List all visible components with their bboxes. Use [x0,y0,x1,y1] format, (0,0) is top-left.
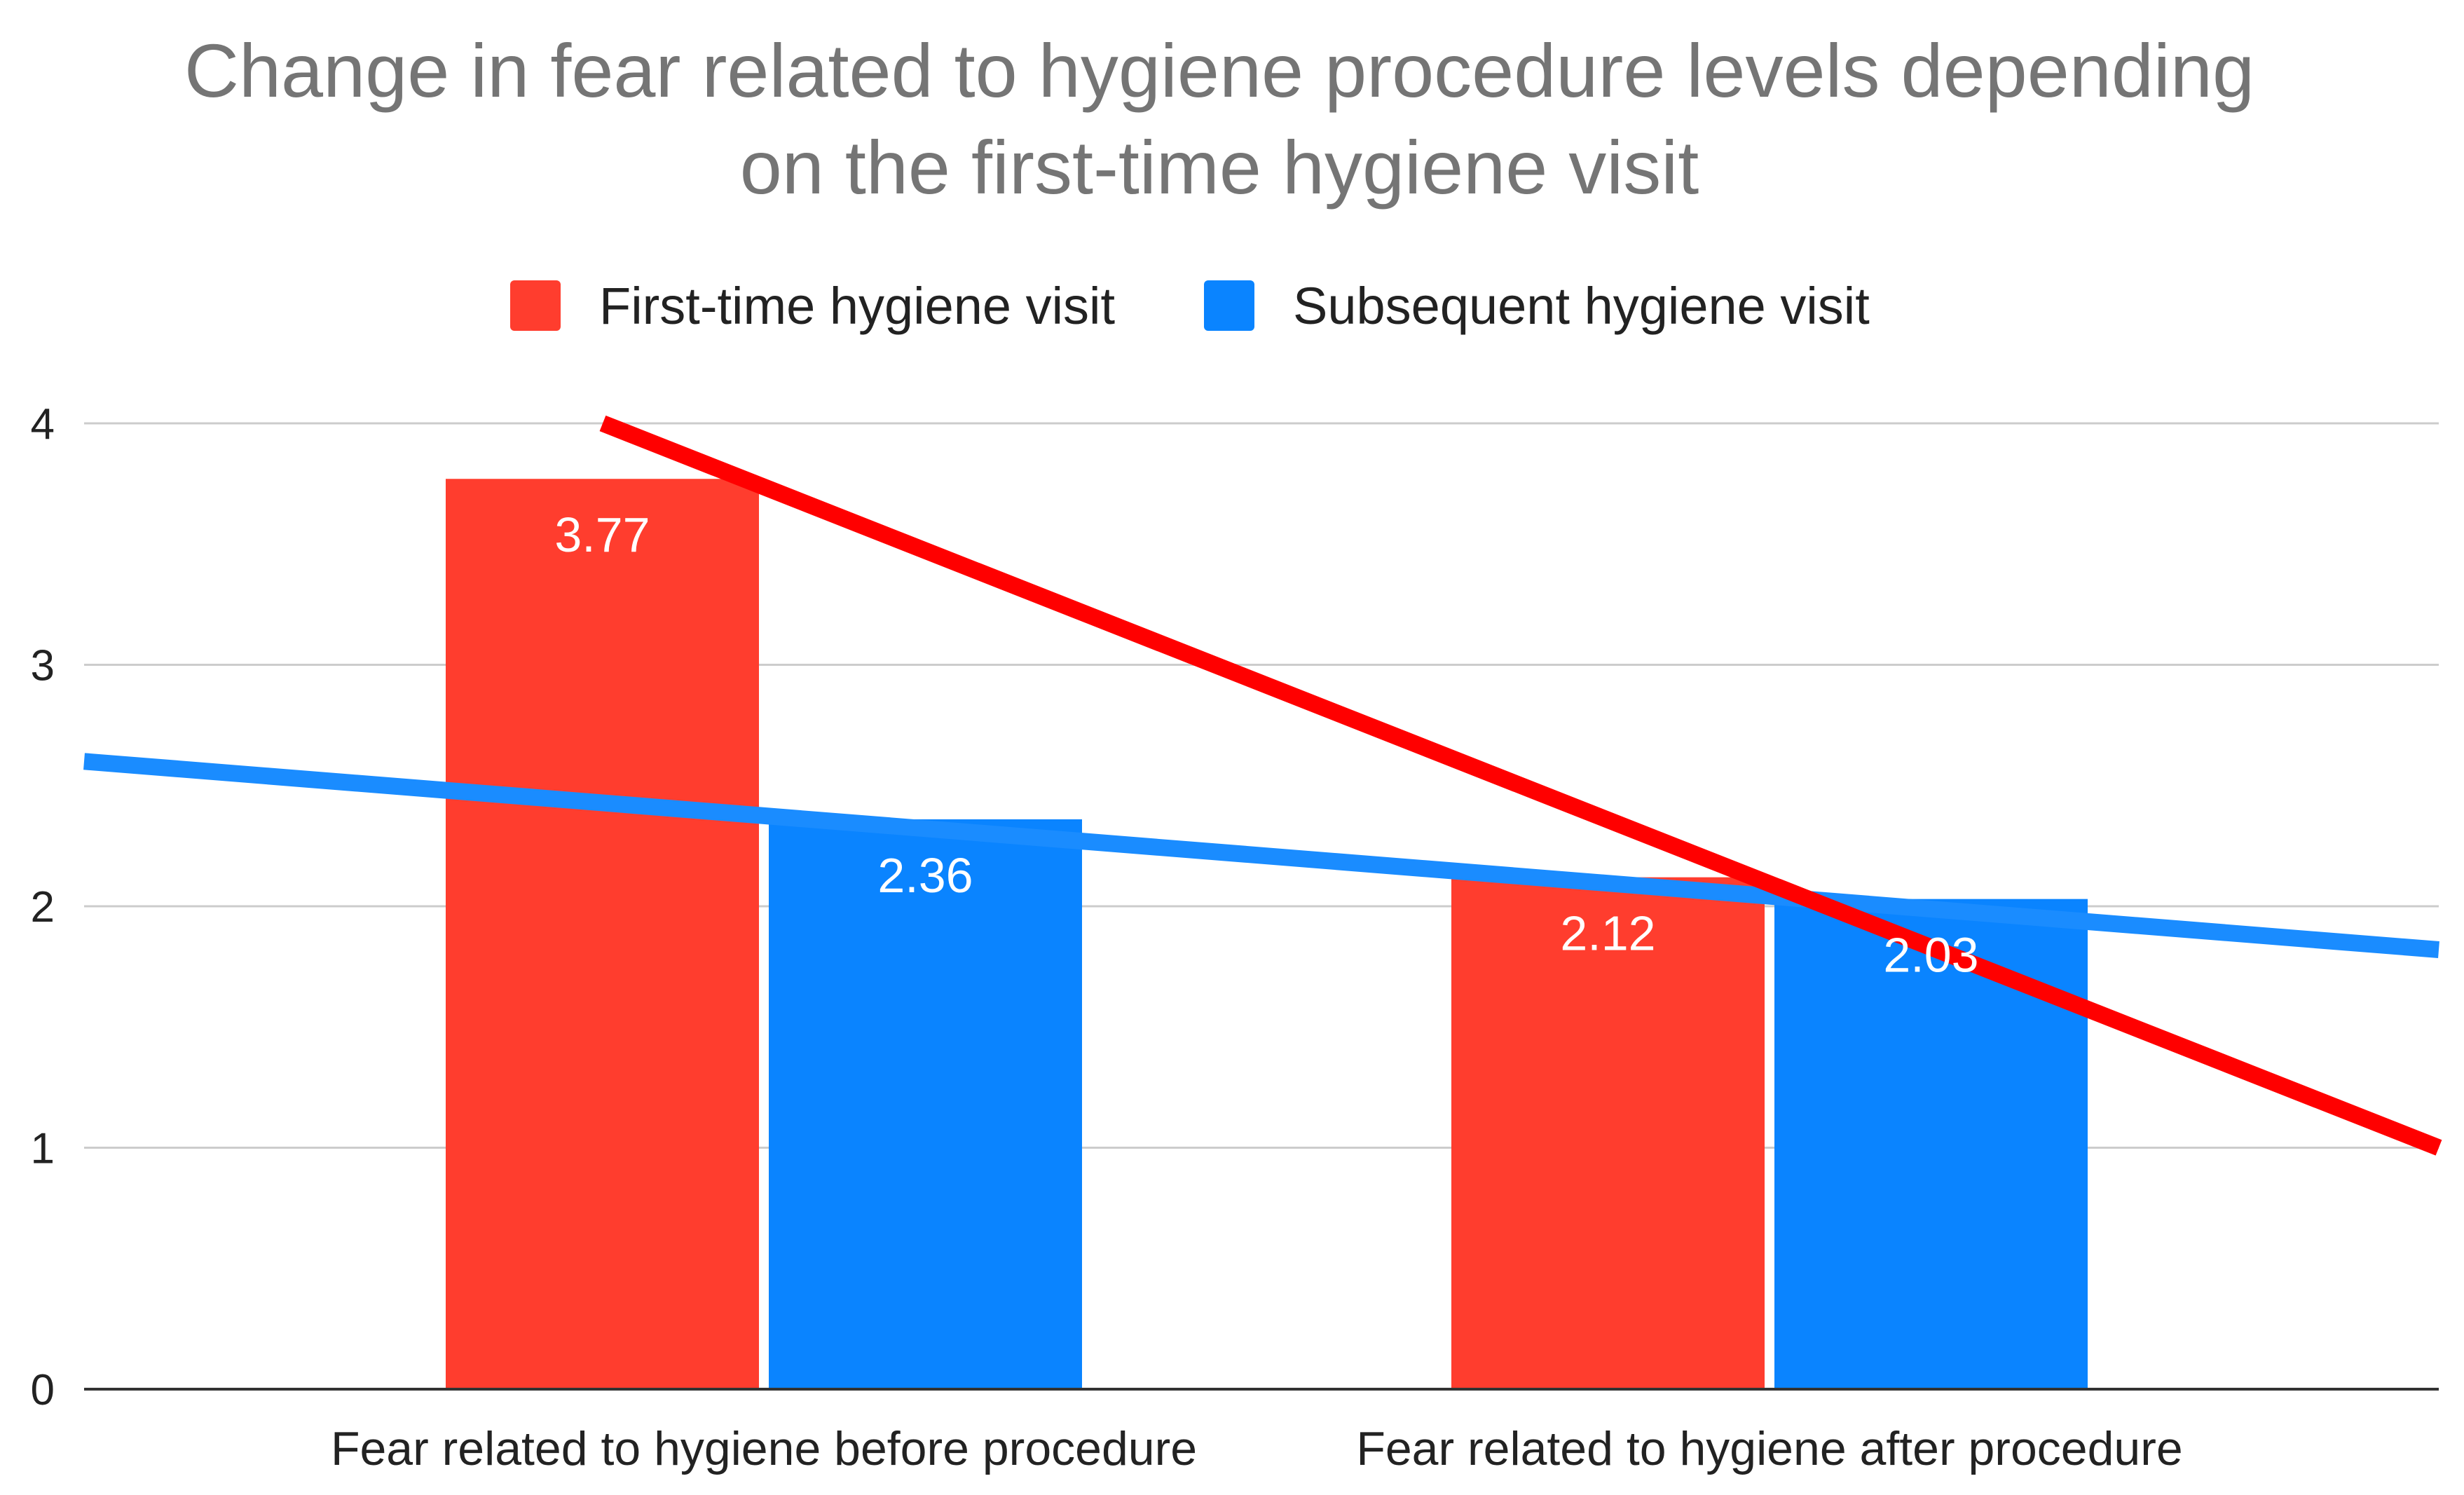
legend: First-time hygiene visit Subsequent hygi… [510,277,1870,335]
y-axis-ticks: 0 1 2 3 4 [31,400,55,1414]
data-labels: 3.77 2.12 2.36 2.03 [554,507,1978,982]
legend-swatch-first-time [510,280,561,331]
y-tick-label-1: 1 [31,1125,55,1173]
data-label-first-time-before: 3.77 [554,507,650,562]
legend-label-subsequent: Subsequent hygiene visit [1293,277,1870,335]
legend-swatch-subsequent [1204,280,1254,331]
trendlines [83,415,2442,1156]
data-label-first-time-after: 2.12 [1560,906,1655,961]
bar-subsequent-before [769,819,1082,1389]
chart-title-line-2: on the first-time hygiene visit [740,125,1699,210]
chart-title: Change in fear related to hygiene proced… [184,28,2254,210]
trendline-subsequent [83,753,2439,958]
trendline-first-time [599,415,2442,1156]
y-tick-label-0: 0 [31,1366,55,1414]
x-axis-categories: Fear related to hygiene before procedure… [331,1422,2183,1475]
x-category-label-after: Fear related to hygiene after procedure [1356,1422,2182,1475]
bar-first-time-after [1451,877,1765,1389]
x-category-label-before: Fear related to hygiene before procedure [331,1422,1197,1475]
bar-first-time-before [446,479,759,1389]
chart-title-line-1: Change in fear related to hygiene proced… [184,28,2254,113]
data-label-subsequent-before: 2.36 [877,848,973,903]
bars [446,479,2088,1389]
legend-label-first-time: First-time hygiene visit [599,277,1116,335]
y-tick-label-3: 3 [31,642,55,690]
y-tick-label-4: 4 [31,400,55,449]
data-label-subsequent-after: 2.03 [1883,928,1978,983]
y-tick-label-2: 2 [31,883,55,931]
